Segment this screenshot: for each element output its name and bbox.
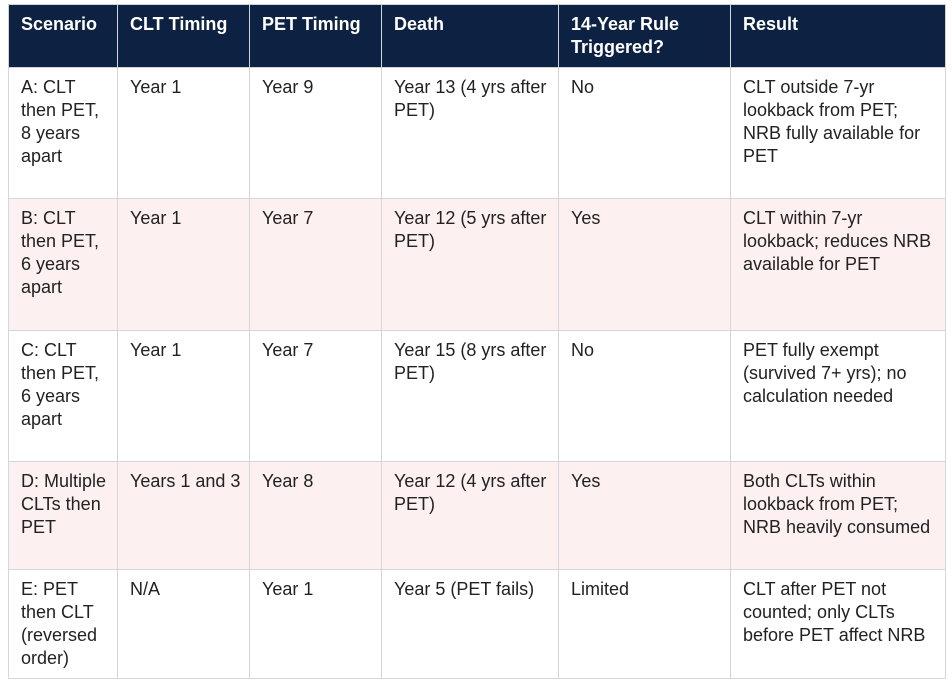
cell-clt-timing: Year 1 [117, 67, 250, 199]
table-row: E: PET then CLT (reversed order) N/A Yea… [8, 569, 946, 679]
header-death: Death [381, 4, 559, 68]
cell-clt-timing: Year 1 [117, 330, 250, 462]
header-result: Result [730, 4, 946, 68]
cell-14-year-rule: Yes [558, 461, 731, 570]
table-row: D: Multiple CLTs then PET Years 1 and 3 … [8, 461, 946, 570]
cell-result: CLT within 7-yr lookback; reduces NRB av… [730, 198, 946, 331]
cell-14-year-rule: No [558, 67, 731, 199]
cell-14-year-rule: Limited [558, 569, 731, 679]
cell-scenario: D: Multiple CLTs then PET [8, 461, 118, 570]
cell-pet-timing: Year 9 [249, 67, 382, 199]
cell-clt-timing: Year 1 [117, 198, 250, 331]
cell-result: CLT after PET not counted; only CLTs bef… [730, 569, 946, 679]
table-body: A: CLT then PET, 8 years apart Year 1 Ye… [8, 67, 946, 679]
table-row: A: CLT then PET, 8 years apart Year 1 Ye… [8, 67, 946, 199]
cell-death: Year 12 (4 yrs after PET) [381, 461, 559, 570]
cell-death: Year 5 (PET fails) [381, 569, 559, 679]
header-14-year-rule: 14-Year Rule Triggered? [558, 4, 731, 68]
cell-death: Year 12 (5 yrs after PET) [381, 198, 559, 331]
cell-pet-timing: Year 8 [249, 461, 382, 570]
cell-result: CLT outside 7-yr lookback from PET; NRB … [730, 67, 946, 199]
cell-scenario: A: CLT then PET, 8 years apart [8, 67, 118, 199]
cell-death: Year 13 (4 yrs after PET) [381, 67, 559, 199]
cell-pet-timing: Year 7 [249, 198, 382, 331]
header-scenario: Scenario [8, 4, 118, 68]
header-pet-timing: PET Timing [249, 4, 382, 68]
table-row: B: CLT then PET, 6 years apart Year 1 Ye… [8, 198, 946, 331]
cell-pet-timing: Year 1 [249, 569, 382, 679]
table-header: Scenario CLT Timing PET Timing Death 14-… [8, 4, 946, 68]
cell-result: Both CLTs within lookback from PET; NRB … [730, 461, 946, 570]
cell-scenario: B: CLT then PET, 6 years apart [8, 198, 118, 331]
header-clt-timing: CLT Timing [117, 4, 250, 68]
cell-scenario: C: CLT then PET, 6 years apart [8, 330, 118, 462]
table-row: C: CLT then PET, 6 years apart Year 1 Ye… [8, 330, 946, 462]
cell-clt-timing: N/A [117, 569, 250, 679]
header-row: Scenario CLT Timing PET Timing Death 14-… [8, 4, 946, 68]
cell-scenario: E: PET then CLT (reversed order) [8, 569, 118, 679]
scenario-table: Scenario CLT Timing PET Timing Death 14-… [8, 4, 946, 679]
cell-14-year-rule: No [558, 330, 731, 462]
cell-death: Year 15 (8 yrs after PET) [381, 330, 559, 462]
cell-pet-timing: Year 7 [249, 330, 382, 462]
cell-14-year-rule: Yes [558, 198, 731, 331]
cell-clt-timing: Years 1 and 3 [117, 461, 250, 570]
cell-result: PET fully exempt (survived 7+ yrs); no c… [730, 330, 946, 462]
